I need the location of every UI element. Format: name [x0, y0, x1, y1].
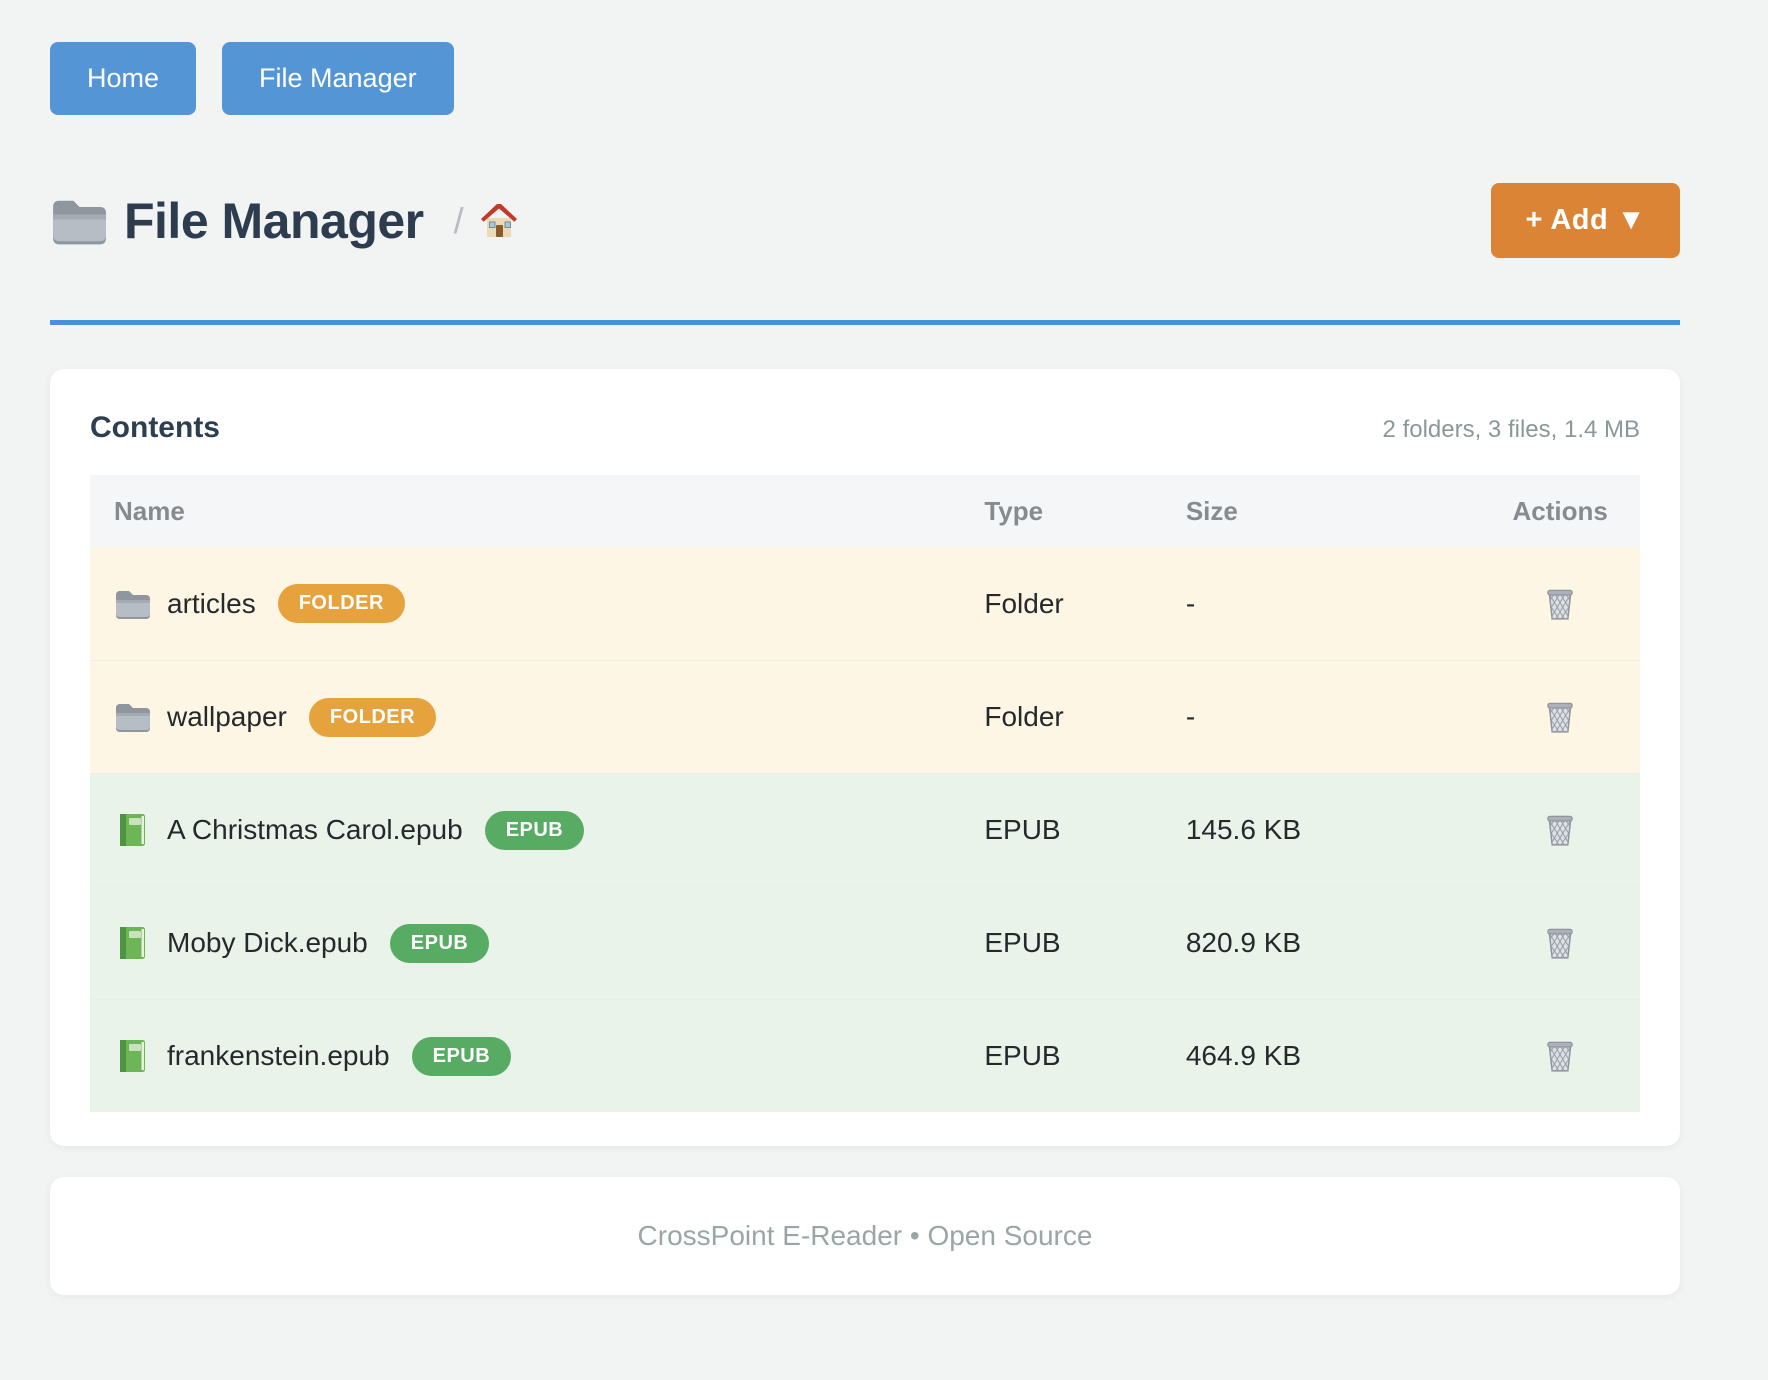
table-row: articles FOLDER Folder - — [90, 547, 1640, 660]
footer: CrossPoint E-Reader • Open Source — [50, 1177, 1680, 1295]
footer-text: CrossPoint E-Reader • Open Source — [637, 1220, 1093, 1251]
book-icon — [114, 926, 150, 960]
delete-button[interactable] — [1540, 921, 1580, 965]
trash-icon — [1544, 1038, 1576, 1074]
page-header: File Manager / + Add ▼ — [50, 183, 1680, 258]
type-badge: FOLDER — [308, 697, 437, 737]
table-header-row: Name Type Size Actions — [90, 475, 1640, 547]
delete-button[interactable] — [1540, 695, 1580, 739]
folder-icon — [50, 197, 106, 245]
cell-type: Folder — [984, 587, 1064, 619]
breadcrumb-separator: / — [453, 199, 464, 241]
book-icon — [114, 1039, 150, 1073]
table-row: Moby Dick.epub EPUB EPUB 820.9 KB — [90, 886, 1640, 999]
table-row: frankenstein.epub EPUB EPUB 464.9 KB — [90, 999, 1640, 1112]
cell-size: 464.9 KB — [1185, 1040, 1302, 1071]
folder-icon — [114, 700, 150, 734]
cell-size: - — [1185, 701, 1196, 732]
nav-button-home[interactable]: Home — [50, 42, 197, 115]
home-icon[interactable] — [480, 203, 518, 239]
add-button[interactable]: + Add ▼ — [1491, 183, 1680, 258]
file-name[interactable]: Moby Dick.epub — [167, 927, 368, 958]
table-header-type: Type — [984, 495, 1044, 526]
delete-button[interactable] — [1540, 1034, 1580, 1078]
trash-icon — [1544, 925, 1576, 961]
contents-card: Contents 2 folders, 3 files, 1.4 MB Name… — [50, 369, 1680, 1146]
table-row: A Christmas Carol.epub EPUB EPUB 145.6 K… — [90, 773, 1640, 886]
type-badge: FOLDER — [277, 584, 405, 623]
cell-type: EPUB — [984, 927, 1061, 958]
type-badge: EPUB — [411, 1036, 512, 1076]
trash-icon — [1544, 699, 1576, 735]
cell-size: 145.6 KB — [1185, 814, 1302, 845]
top-nav: Home File Manager — [50, 0, 1680, 115]
folder-icon — [114, 587, 150, 621]
type-badge: EPUB — [389, 923, 490, 963]
delete-button[interactable] — [1540, 808, 1580, 852]
nav-button-file-manager[interactable]: File Manager — [222, 42, 454, 115]
file-name[interactable]: A Christmas Carol.epub — [167, 814, 463, 845]
table-row: wallpaper FOLDER Folder - — [90, 660, 1640, 773]
file-name[interactable]: articles — [167, 587, 256, 619]
file-name[interactable]: frankenstein.epub — [167, 1040, 390, 1071]
cell-size: - — [1185, 587, 1196, 619]
table-header-actions: Actions — [1512, 495, 1608, 526]
table-header-size: Size — [1185, 495, 1238, 526]
cell-type: Folder — [984, 701, 1064, 732]
trash-icon — [1544, 586, 1576, 622]
file-table: Name Type Size Actions articles FOLDER F… — [90, 475, 1640, 1112]
cell-type: EPUB — [984, 1040, 1061, 1071]
table-body: articles FOLDER Folder - wallpaper FOLDE… — [90, 547, 1640, 1112]
trash-icon — [1544, 812, 1576, 848]
page-title: File Manager — [124, 192, 424, 249]
table-header-name: Name — [114, 495, 185, 526]
contents-heading: Contents — [90, 411, 220, 444]
breadcrumb: / — [454, 200, 518, 242]
contents-summary: 2 folders, 3 files, 1.4 MB — [1382, 416, 1640, 443]
book-icon — [114, 813, 150, 847]
cell-type: EPUB — [984, 814, 1061, 845]
type-badge: EPUB — [484, 810, 585, 850]
delete-button[interactable] — [1540, 582, 1580, 626]
header-divider — [50, 320, 1680, 325]
cell-size: 820.9 KB — [1185, 927, 1302, 958]
file-name[interactable]: wallpaper — [167, 701, 287, 732]
